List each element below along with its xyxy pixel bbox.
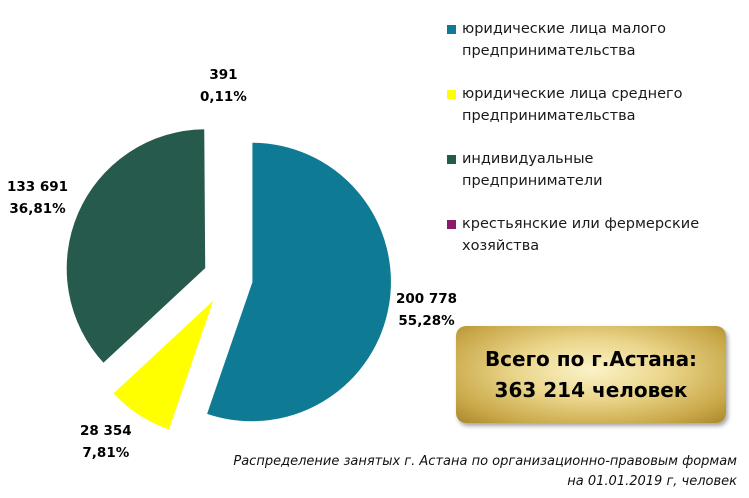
percent-label: 7,81% [82,445,130,461]
legend-label: хозяйства [462,238,540,254]
pie-slice-small-business [205,141,393,423]
chart-caption: Распределение занятых г. Астана по орган… [177,452,737,492]
legend-label: индивидуальные [462,151,594,167]
legend-item-individual-entrepreneurs: индивидуальные предприниматели [447,148,747,192]
total-title: Всего по г.Астана: [484,346,698,371]
data-label-individual-entrepreneurs: 133 691 36,81% [7,176,68,220]
legend-label: юридические лица малого [462,21,666,37]
legend-swatch [447,155,456,164]
legend-label: предпринимательства [462,108,636,124]
legend-swatch [447,220,456,229]
legend-label: юридические лица среднего [462,86,683,102]
percent-label: 0,11% [200,89,247,105]
data-label-farms: 391 0,11% [200,64,247,108]
value-label: 200 778 [396,291,458,307]
legend-item-farms: крестьянские или фермерские хозяйства [447,213,747,257]
percent-label: 55,28% [398,313,455,329]
pie-slice-individual-entrepreneurs [65,127,207,365]
percent-label: 36,81% [9,201,66,217]
value-label: 133 691 [7,179,69,195]
caption-line-1: Распределение занятых г. Астана по орган… [233,454,737,469]
data-label-small-business: 200 778 55,28% [396,288,457,332]
legend-label: предпринимательства [462,43,636,59]
legend-swatch [447,25,456,34]
legend-item-small-business: юридические лица малого предпринимательс… [447,18,747,62]
value-label: 391 [209,67,238,83]
legend-swatch [447,90,456,99]
data-label-medium-business: 28 354 7,81% [80,420,132,464]
total-box: Всего по г.Астана: 363 214 человек [456,326,726,423]
caption-line-2: на 01.01.2019 г, человек [567,474,737,489]
pie-slice-farms [226,113,229,255]
legend: юридические лица малого предпринимательс… [447,18,747,278]
pie-slice-medium-business [111,297,216,432]
value-label: 28 354 [80,423,132,439]
legend-label: предприниматели [462,173,603,189]
total-value: 363 214 человек [494,377,688,402]
legend-label: крестьянские или фермерские [462,216,700,232]
legend-item-medium-business: юридические лица среднего предпринимател… [447,83,747,127]
